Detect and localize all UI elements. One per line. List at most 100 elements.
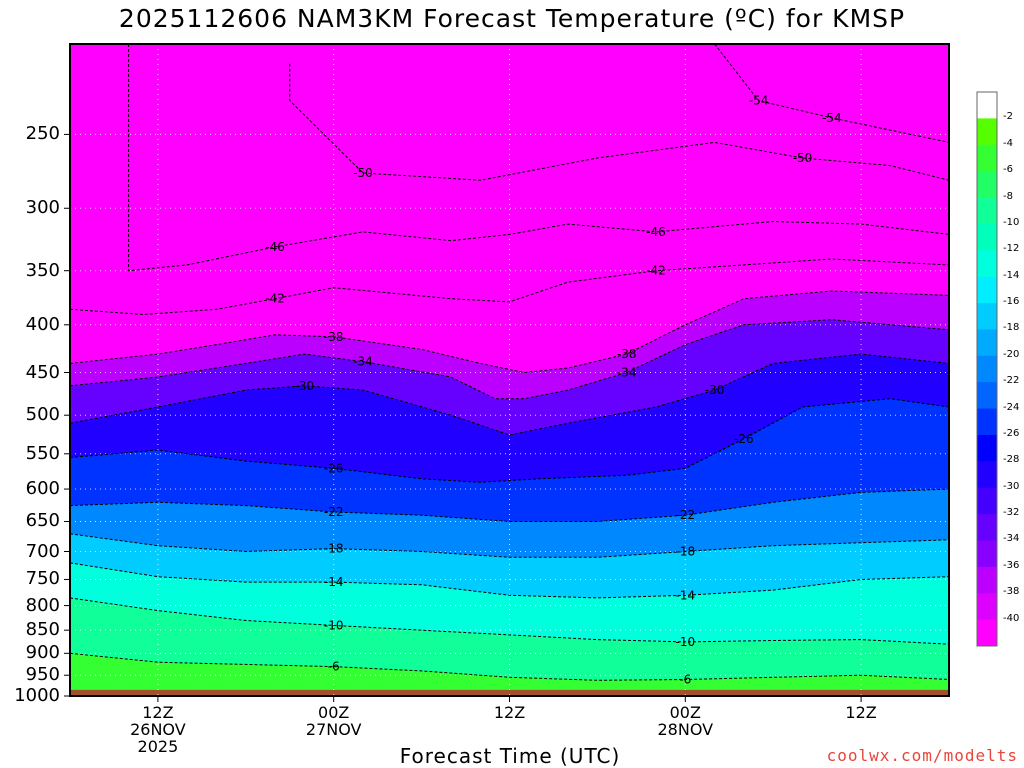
colorbar-swatch bbox=[977, 303, 997, 330]
contour-label: -26 bbox=[734, 432, 754, 446]
colorbar-label: -28 bbox=[1003, 454, 1020, 466]
colorbar-swatch bbox=[977, 408, 997, 436]
contour-label: -10 bbox=[324, 618, 344, 632]
colorbar-swatch bbox=[977, 593, 997, 621]
contour-label: -50 bbox=[793, 151, 813, 165]
contour-label: -22 bbox=[324, 505, 344, 519]
y-tick-label: 950 bbox=[25, 664, 60, 686]
y-tick-label: 900 bbox=[25, 642, 60, 664]
colorbar-swatch bbox=[977, 250, 997, 278]
contour-label: -50 bbox=[353, 166, 373, 180]
contour-line bbox=[289, 63, 950, 181]
y-tick-label: 500 bbox=[25, 404, 60, 426]
colorbar-swatch bbox=[977, 434, 997, 462]
colorbar-label: -18 bbox=[1003, 322, 1020, 334]
contour-line bbox=[69, 597, 950, 645]
contour-line bbox=[69, 533, 950, 558]
y-tick-label: 1000 bbox=[14, 685, 60, 706]
plot-frame bbox=[69, 43, 950, 697]
colorbar-label: -20 bbox=[1003, 348, 1020, 360]
colorbar-label: -24 bbox=[1003, 401, 1020, 413]
colorbar-label: -32 bbox=[1003, 507, 1020, 519]
contour-label: -10 bbox=[675, 635, 695, 649]
colorbar-swatch bbox=[977, 487, 997, 515]
colorbar-label: -10 bbox=[1003, 216, 1020, 228]
colorbar-swatch bbox=[977, 223, 997, 251]
contour-label: -38 bbox=[617, 347, 637, 361]
colorbar-swatch bbox=[977, 118, 997, 146]
chart-title: 2025112606 NAM3KM Forecast Temperature (… bbox=[118, 4, 906, 33]
y-tick-label: 350 bbox=[25, 259, 60, 281]
y-tick-label: 700 bbox=[25, 540, 60, 562]
colorbar-swatch bbox=[977, 197, 997, 225]
contour-label: -18 bbox=[324, 542, 344, 556]
x-tick-label: 00Z 28NOV bbox=[657, 703, 714, 739]
colorbar-swatch bbox=[977, 566, 997, 594]
y-tick-label: 850 bbox=[25, 619, 60, 641]
colorbar-label: -40 bbox=[1003, 612, 1020, 624]
contour-label: -54 bbox=[749, 94, 769, 108]
contour-label: -42 bbox=[265, 292, 285, 306]
contour-label: -46 bbox=[265, 240, 285, 254]
colorbar-label: -34 bbox=[1003, 533, 1020, 545]
colorbar-label: -30 bbox=[1003, 480, 1020, 492]
contour-label: -6 bbox=[328, 660, 340, 674]
colorbar-swatch bbox=[977, 171, 997, 199]
x-axis-title: Forecast Time (UTC) bbox=[399, 744, 621, 768]
contour-line bbox=[69, 258, 950, 316]
colorbar-label: -38 bbox=[1003, 586, 1020, 598]
x-tick-label: 00Z 27NOV bbox=[305, 703, 362, 739]
colorbar-swatch bbox=[977, 540, 997, 568]
colorbar-swatch bbox=[977, 461, 997, 489]
contour-label: -54 bbox=[822, 111, 842, 125]
colorbar-label: -26 bbox=[1003, 427, 1020, 439]
colorbar-swatch bbox=[977, 329, 997, 357]
contour-line bbox=[714, 43, 950, 143]
temperature-band bbox=[70, 653, 949, 696]
y-tick-label: 650 bbox=[25, 510, 60, 532]
y-tick-label: 450 bbox=[25, 361, 60, 383]
colorbar-label: -36 bbox=[1003, 559, 1020, 571]
contour-label: -26 bbox=[324, 461, 344, 475]
colorbar-swatch bbox=[977, 619, 997, 647]
contour-line bbox=[128, 44, 950, 272]
colorbar-swatch bbox=[977, 514, 997, 541]
contour-line bbox=[69, 290, 950, 374]
contour-label: -18 bbox=[675, 545, 695, 559]
colorbar-swatch bbox=[977, 144, 997, 172]
y-tick-label: 750 bbox=[25, 568, 60, 590]
colorbar-label: -14 bbox=[1003, 269, 1020, 281]
contour-label: -6 bbox=[679, 672, 691, 686]
contour-label: -30 bbox=[295, 379, 315, 393]
y-tick-label: 600 bbox=[25, 478, 60, 500]
source-credit: coolwx.com/modelts bbox=[826, 746, 1018, 765]
ground-fill bbox=[70, 689, 949, 696]
contour-label: -34 bbox=[617, 366, 637, 380]
contour-label: -34 bbox=[353, 355, 373, 369]
contour-label: -46 bbox=[646, 225, 666, 239]
x-tick-label: 12Z bbox=[493, 703, 526, 722]
contour-label: -22 bbox=[675, 508, 695, 522]
colorbar-label: -22 bbox=[1003, 375, 1020, 387]
contour-line bbox=[69, 562, 950, 599]
colorbar-label: -2 bbox=[1003, 111, 1013, 123]
colorbar-swatch bbox=[977, 276, 997, 304]
y-tick-label: 250 bbox=[25, 123, 60, 145]
y-tick-label: 300 bbox=[25, 197, 60, 219]
contour-line bbox=[69, 652, 950, 681]
contour-label: -14 bbox=[675, 588, 695, 602]
colorbar-label: -12 bbox=[1003, 243, 1020, 255]
contour-label: -30 bbox=[705, 383, 725, 397]
colorbar-label: -4 bbox=[1003, 137, 1013, 149]
contour-label: -38 bbox=[324, 330, 344, 344]
y-tick-label: 800 bbox=[25, 594, 60, 616]
contour-label: -42 bbox=[646, 264, 666, 278]
colorbar-swatch bbox=[977, 382, 997, 410]
colorbar-swatch bbox=[977, 355, 997, 383]
colorbar-label: -16 bbox=[1003, 296, 1020, 308]
x-tick-label: 12Z 26NOV 2025 bbox=[130, 703, 186, 756]
y-tick-label: 400 bbox=[25, 313, 60, 335]
contour-line bbox=[69, 319, 950, 400]
colorbar-label: -8 bbox=[1003, 190, 1013, 202]
